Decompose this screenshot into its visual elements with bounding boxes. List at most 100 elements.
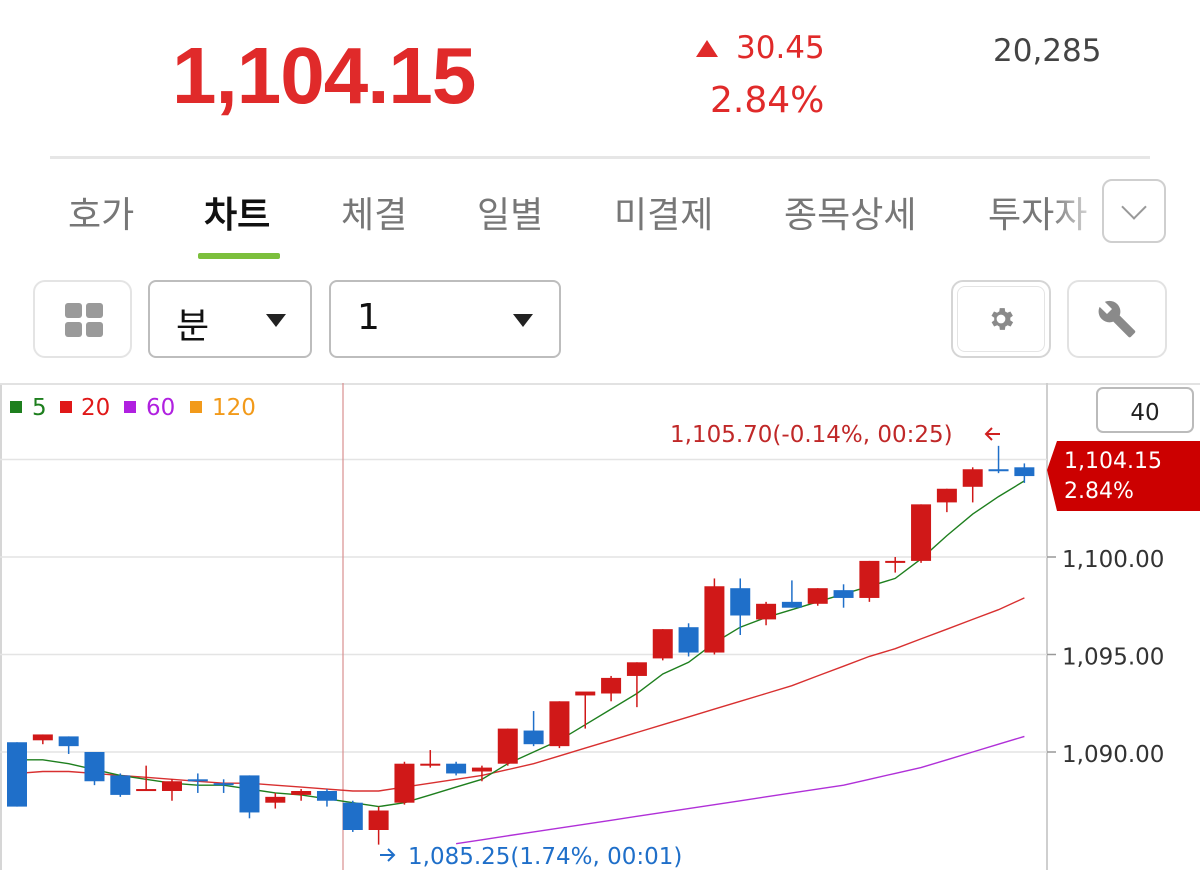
tab-orderbook[interactable]: 호가 bbox=[68, 195, 135, 236]
chevron-down-icon bbox=[1121, 194, 1147, 220]
candle-body bbox=[84, 752, 105, 782]
candle-body bbox=[652, 629, 673, 659]
candle[interactable] bbox=[7, 742, 27, 807]
candle-body bbox=[807, 588, 828, 604]
candle[interactable] bbox=[316, 789, 337, 807]
candle[interactable] bbox=[859, 560, 880, 602]
candle-body bbox=[962, 469, 983, 487]
chart-settings-button[interactable] bbox=[951, 280, 1051, 358]
header-divider bbox=[50, 156, 1150, 159]
candle[interactable] bbox=[187, 773, 208, 793]
candle-body bbox=[110, 775, 131, 795]
candle[interactable] bbox=[807, 588, 828, 606]
candle[interactable] bbox=[626, 662, 647, 708]
candle[interactable] bbox=[756, 601, 777, 626]
current-price-tag bbox=[1047, 441, 1200, 511]
candle[interactable] bbox=[136, 765, 157, 792]
candle[interactable] bbox=[911, 504, 932, 563]
candle[interactable] bbox=[446, 761, 467, 776]
candlestick-chart[interactable]: 1,100.00 1,095.00 1,090.00 5 20 60 120 40 … bbox=[0, 383, 1200, 870]
candle-body bbox=[471, 767, 492, 772]
candle[interactable] bbox=[471, 765, 492, 782]
layout-button[interactable] bbox=[33, 280, 132, 358]
candle-body bbox=[213, 783, 234, 786]
candle[interactable] bbox=[962, 467, 983, 503]
legend-swatch-5 bbox=[10, 401, 22, 413]
candle[interactable] bbox=[601, 675, 622, 702]
current-price: 1,104.15 bbox=[172, 31, 476, 120]
candle-body bbox=[265, 796, 286, 803]
chart-tools-button[interactable] bbox=[1067, 280, 1167, 358]
candle[interactable] bbox=[32, 734, 53, 745]
candle[interactable] bbox=[110, 773, 131, 797]
candle-body bbox=[187, 779, 208, 782]
visible-count-box bbox=[1096, 387, 1194, 433]
candle-body bbox=[730, 588, 751, 616]
change-percent: 2.84% bbox=[710, 80, 825, 121]
candle[interactable] bbox=[239, 775, 260, 819]
candle[interactable] bbox=[265, 792, 286, 809]
triangle-up-icon bbox=[696, 39, 718, 57]
candle[interactable] bbox=[161, 779, 182, 801]
candle[interactable] bbox=[988, 445, 1009, 474]
candle-body bbox=[446, 763, 467, 774]
y-tick-label: 1,100.00 bbox=[1062, 547, 1164, 573]
candle-body bbox=[420, 763, 441, 766]
candle-body bbox=[342, 802, 363, 830]
candle[interactable] bbox=[342, 800, 363, 832]
wrench-icon bbox=[1098, 300, 1136, 338]
candle[interactable] bbox=[575, 691, 596, 729]
candle-body bbox=[781, 601, 802, 608]
volume: 20,285 bbox=[993, 33, 1102, 69]
tab-more-button[interactable] bbox=[1102, 179, 1166, 243]
candle[interactable] bbox=[1014, 463, 1035, 483]
candle-body bbox=[32, 734, 53, 741]
candle[interactable] bbox=[58, 736, 79, 754]
ma-legend: 5 20 60 120 bbox=[10, 395, 256, 421]
candle-body bbox=[161, 781, 182, 791]
candle[interactable] bbox=[523, 711, 544, 747]
candle[interactable] bbox=[497, 728, 518, 766]
ma60-line bbox=[455, 735, 1025, 845]
candle[interactable] bbox=[652, 629, 673, 661]
candle[interactable] bbox=[730, 578, 751, 635]
period-select[interactable]: 분 bbox=[148, 280, 312, 358]
candle[interactable] bbox=[549, 701, 570, 749]
candle-body bbox=[239, 775, 260, 813]
interval-select[interactable]: 1 bbox=[329, 280, 561, 358]
candle[interactable] bbox=[936, 488, 957, 513]
tab-daily[interactable]: 일별 bbox=[477, 195, 544, 236]
candle[interactable] bbox=[420, 750, 441, 768]
visible-count[interactable]: 40 bbox=[1130, 400, 1159, 426]
candle[interactable] bbox=[84, 752, 105, 786]
candle[interactable] bbox=[291, 789, 312, 801]
ma20-line bbox=[16, 597, 1025, 792]
tab-details[interactable]: 종목상세 bbox=[784, 195, 917, 236]
candle[interactable] bbox=[678, 623, 699, 657]
candle[interactable] bbox=[885, 557, 906, 573]
candle[interactable] bbox=[704, 578, 725, 655]
tab-chart[interactable]: 차트 bbox=[204, 195, 271, 236]
candle-body bbox=[911, 504, 932, 561]
caret-down-icon bbox=[513, 314, 533, 327]
candle-body bbox=[704, 586, 725, 653]
chart-svg[interactable]: 1,100.001,095.001,090.00 5 20 60 120 40 … bbox=[0, 383, 1200, 870]
current-price-tag-value: 1,104.15 bbox=[1064, 449, 1162, 474]
candle[interactable] bbox=[213, 779, 234, 793]
period-value: 분 bbox=[176, 306, 210, 347]
legend-label-5: 5 bbox=[32, 395, 47, 421]
arrow-left-icon bbox=[984, 427, 1000, 441]
legend-swatch-120 bbox=[190, 401, 202, 413]
current-price-tag-pct: 2.84% bbox=[1064, 479, 1134, 504]
candle[interactable] bbox=[833, 584, 854, 608]
legend-swatch-60 bbox=[124, 401, 136, 413]
candle-body bbox=[859, 560, 880, 598]
candle[interactable] bbox=[368, 806, 389, 845]
caret-down-icon bbox=[266, 314, 286, 327]
tab-open-interest[interactable]: 미결제 bbox=[614, 195, 714, 236]
candle-body bbox=[368, 810, 389, 830]
candle-body bbox=[316, 791, 337, 801]
tab-trades[interactable]: 체결 bbox=[341, 195, 408, 236]
candle[interactable] bbox=[394, 761, 415, 805]
candle[interactable] bbox=[781, 580, 802, 608]
